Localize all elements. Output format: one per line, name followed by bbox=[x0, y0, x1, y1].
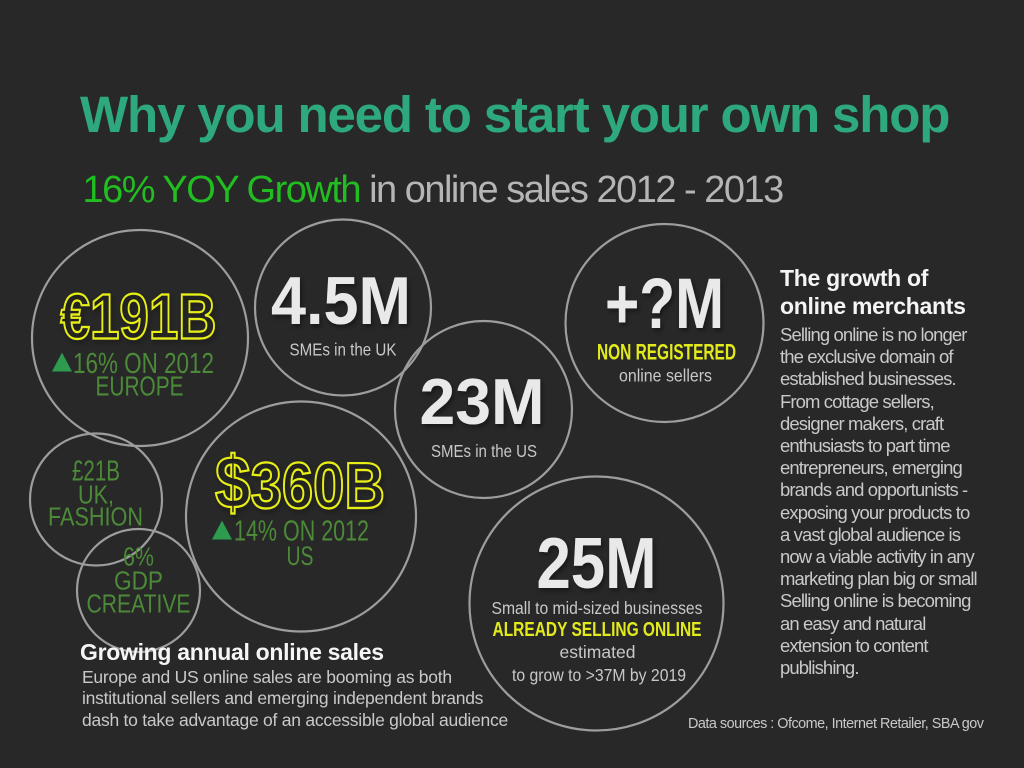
svg-text:estimated: estimated bbox=[560, 642, 636, 662]
svg-text:EUROPE: EUROPE bbox=[96, 371, 184, 402]
svg-text:GDP: GDP bbox=[114, 566, 163, 596]
svg-text:NON REGISTERED: NON REGISTERED bbox=[597, 340, 736, 365]
svg-text:Small to mid-sized businesses: Small to mid-sized businesses bbox=[492, 598, 703, 618]
svg-text:6%: 6% bbox=[123, 542, 154, 572]
svg-text:UK,: UK, bbox=[78, 480, 114, 510]
svg-text:£21B: £21B bbox=[72, 456, 120, 488]
svg-text:SMEs in the UK: SMEs in the UK bbox=[290, 340, 397, 360]
svg-text:€191B: €191B bbox=[61, 281, 217, 353]
svg-text:online sellers: online sellers bbox=[619, 366, 712, 386]
svg-text:to grow to >37M by 2019: to grow to >37M by 2019 bbox=[512, 665, 686, 685]
svg-text:14% ON 2012: 14% ON 2012 bbox=[234, 516, 369, 548]
svg-text:23M: 23M bbox=[420, 365, 545, 438]
svg-text:$360B: $360B bbox=[215, 441, 385, 524]
svg-text:ALREADY SELLING ONLINE: ALREADY SELLING ONLINE bbox=[493, 619, 702, 641]
svg-text:SMEs in the US: SMEs in the US bbox=[431, 441, 537, 461]
svg-text:CREATIVE: CREATIVE bbox=[87, 589, 191, 619]
svg-text:16% ON 2012: 16% ON 2012 bbox=[73, 348, 214, 380]
svg-text:FASHION: FASHION bbox=[48, 502, 143, 532]
svg-text:+?M: +?M bbox=[605, 265, 724, 344]
svg-text:US: US bbox=[287, 541, 314, 571]
svg-text:25M: 25M bbox=[537, 524, 657, 604]
svg-text:4.5M: 4.5M bbox=[271, 263, 411, 339]
